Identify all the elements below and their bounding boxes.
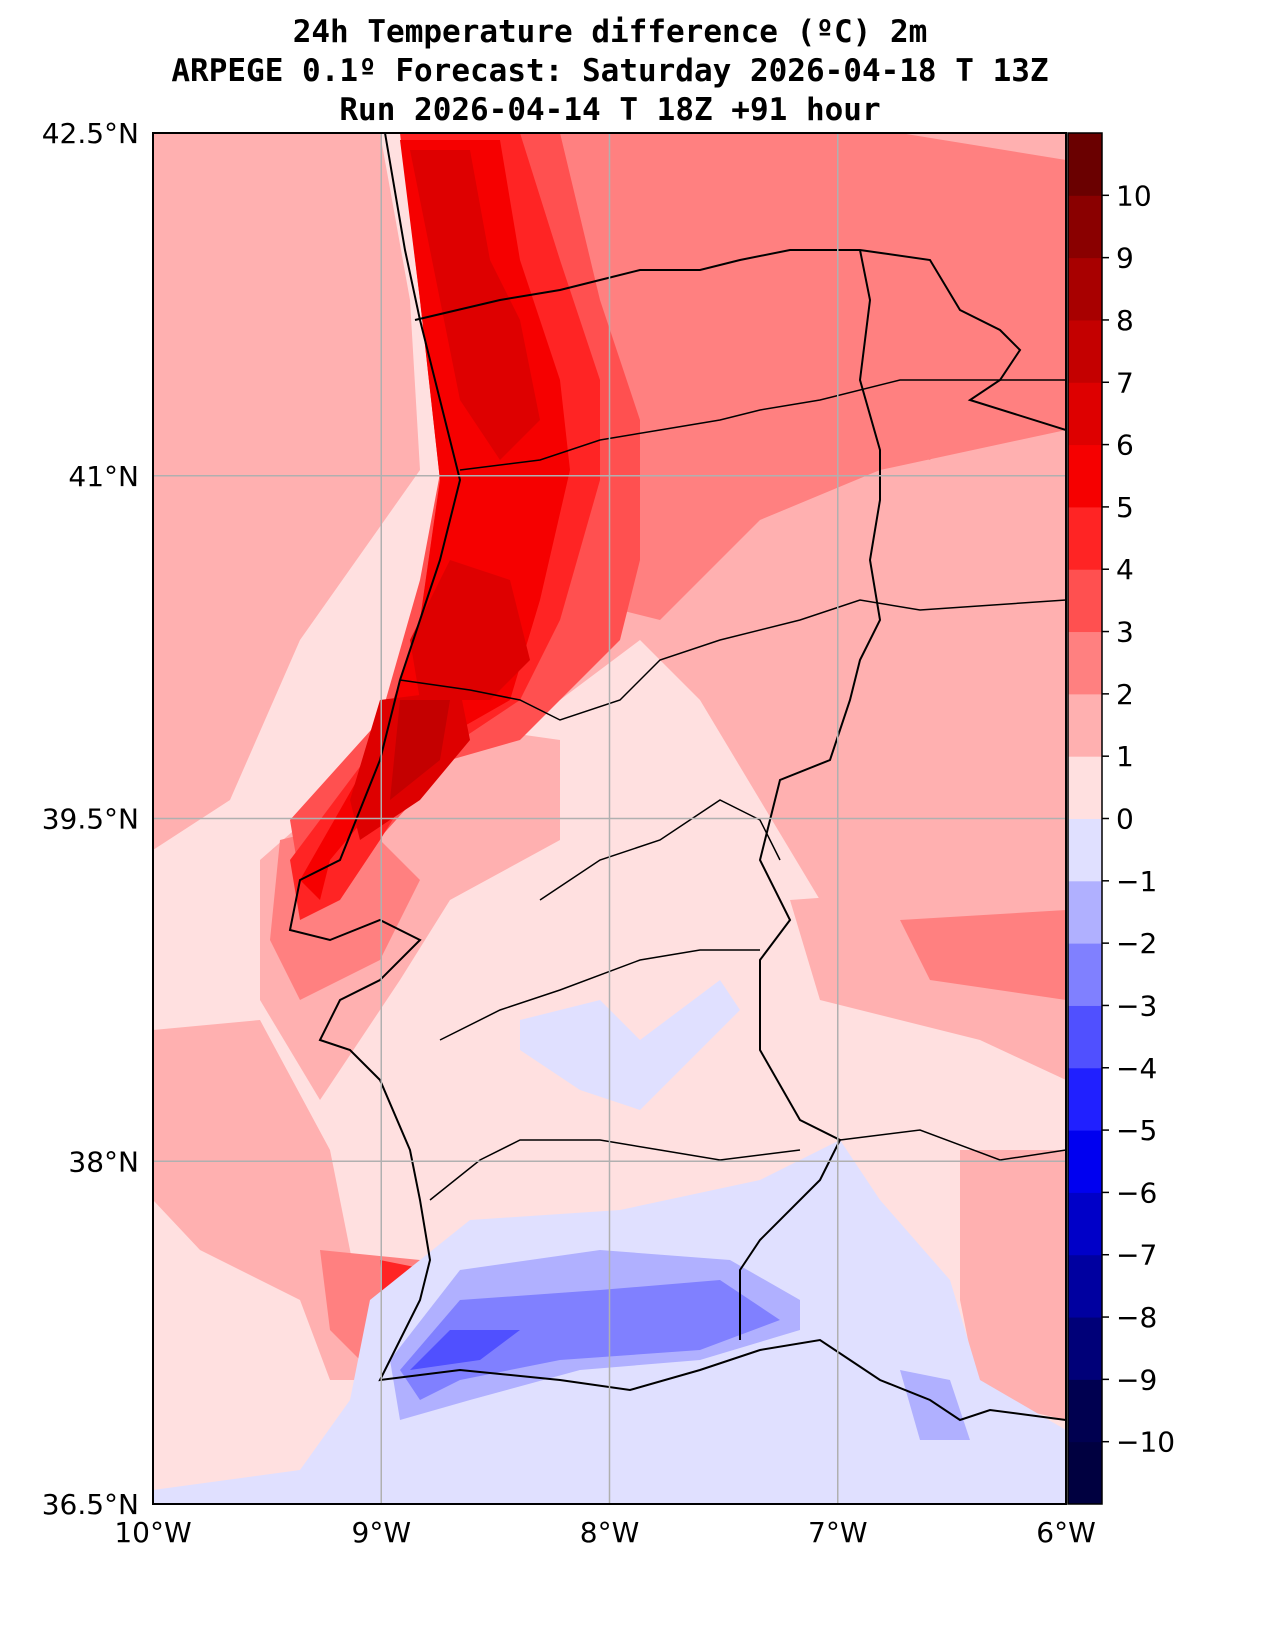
colorbar-segment xyxy=(1068,818,1102,882)
colorbar-segment xyxy=(1068,631,1102,695)
colorbar-tick-label: 5 xyxy=(1116,491,1134,524)
district-border xyxy=(839,1129,1066,1161)
y-tick-label: 42.5°N xyxy=(42,117,139,150)
x-tick-label: 7°W xyxy=(808,1516,868,1549)
x-tick-label: 8°W xyxy=(580,1516,640,1549)
map-frame xyxy=(152,132,1067,1505)
district-border xyxy=(459,379,1066,471)
colorbar-segment xyxy=(1068,1254,1102,1318)
colorbar-segment xyxy=(1068,133,1102,196)
colorbar-tick-label: −1 xyxy=(1116,865,1157,898)
colorbar-segment xyxy=(1068,257,1102,321)
contour-region xyxy=(960,1150,1066,1420)
colorbar-segment xyxy=(1068,319,1102,383)
colorbar-segment xyxy=(1068,1005,1102,1069)
colorbar-segment xyxy=(1068,195,1102,259)
colorbar-tick-label: 7 xyxy=(1116,366,1134,399)
colorbar-tick-label: 3 xyxy=(1116,616,1134,649)
contour-region xyxy=(410,560,530,700)
district-border xyxy=(399,599,1066,721)
x-tick-label: 10°W xyxy=(114,1516,191,1549)
district-border xyxy=(539,799,781,901)
colorbar-segment xyxy=(1068,1441,1102,1505)
colorbar-tick-label: 10 xyxy=(1116,179,1152,212)
colorbar-segment xyxy=(1068,1379,1102,1443)
colorbar-tick-label: −10 xyxy=(1116,1426,1175,1459)
y-tick-label: 38°N xyxy=(68,1145,139,1178)
colorbar-segment xyxy=(1068,1317,1102,1380)
colorbar-tick-label: −5 xyxy=(1116,1114,1157,1147)
y-tick-label: 39.5°N xyxy=(42,803,139,836)
colorbar-tick-label: 2 xyxy=(1116,678,1134,711)
colorbar-segment xyxy=(1068,569,1102,633)
contour-region xyxy=(153,133,420,850)
contour-region xyxy=(900,910,1066,1000)
x-tick-label: 9°W xyxy=(352,1516,412,1549)
border-portugal-spain-north xyxy=(414,249,1066,431)
district-border xyxy=(439,949,760,1041)
contour-region xyxy=(410,1330,520,1370)
colorbar-tick-label: 6 xyxy=(1116,429,1134,462)
colorbar-segment xyxy=(1068,880,1102,944)
colorbar-segment xyxy=(1068,1067,1102,1131)
colorbar-tick-label: 1 xyxy=(1116,740,1134,773)
colorbar-segment xyxy=(1068,943,1102,1006)
contour-region xyxy=(153,1020,380,1380)
contour-region xyxy=(780,250,1000,460)
colorbar-tick-label: −3 xyxy=(1116,989,1157,1022)
colorbar-segment xyxy=(1068,1192,1102,1256)
colorbar-segment xyxy=(1068,693,1102,757)
colorbar-tick-label: −4 xyxy=(1116,1052,1157,1085)
colorbar-segment xyxy=(1068,1130,1102,1193)
contour-region xyxy=(520,980,740,1110)
colorbar-tick-label: 8 xyxy=(1116,304,1134,337)
colorbar-tick-label: −7 xyxy=(1116,1239,1157,1272)
colorbar-tick-label: −8 xyxy=(1116,1301,1157,1334)
title-line-3: Run 2026-04-14 T 18Z +91 hour xyxy=(339,92,881,128)
colorbar-segment xyxy=(1068,382,1102,446)
border-portugal-spain xyxy=(739,249,882,1340)
contour-region xyxy=(500,133,1066,620)
colorbar-segment xyxy=(1068,756,1102,819)
coastline xyxy=(288,133,1066,1422)
contour-region xyxy=(400,1280,780,1400)
colorbar-tick-label: 9 xyxy=(1116,242,1134,275)
y-tick-label: 41°N xyxy=(68,460,139,493)
title-line-1: 24h Temperature difference (ºC) 2m xyxy=(292,14,928,50)
title-line-2: ARPEGE 0.1º Forecast: Saturday 2026-04-1… xyxy=(171,53,1049,89)
x-tick-label: 6°W xyxy=(1036,1516,1096,1549)
colorbar-tick-label: −2 xyxy=(1116,927,1157,960)
contour-region xyxy=(390,700,450,800)
colorbar-segment xyxy=(1068,506,1102,570)
y-tick-label: 36.5°N xyxy=(42,1488,139,1521)
district-border xyxy=(429,1139,801,1201)
colorbar-tick-label: −6 xyxy=(1116,1176,1157,1209)
colorbar-tick-label: 0 xyxy=(1116,803,1134,836)
colorbar-tick-label: 4 xyxy=(1116,553,1134,586)
colorbar-segment xyxy=(1068,444,1102,508)
colorbar-tick-label: −9 xyxy=(1116,1363,1157,1396)
contour-region xyxy=(900,1370,970,1440)
